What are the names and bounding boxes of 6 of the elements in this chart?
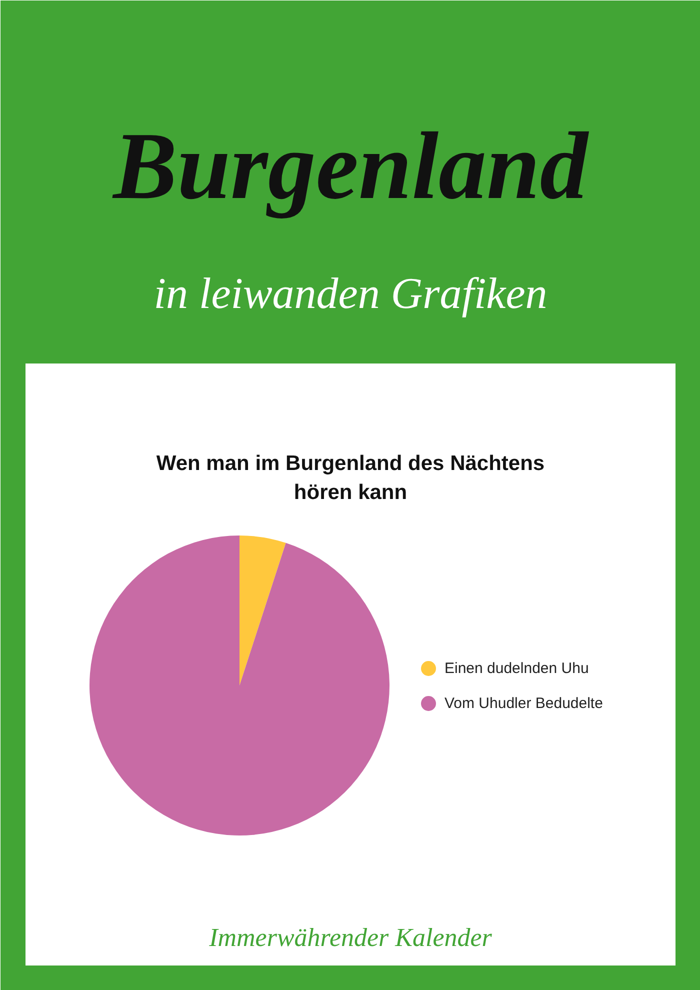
legend-label: Einen dudelnden Uhu xyxy=(444,660,589,677)
legend-label: Vom Uhudler Bedudelte xyxy=(444,695,603,712)
chart-title: Wen man im Burgenland des Nächtens hören kann xyxy=(156,452,545,504)
text: Immerwährender Kalender xyxy=(208,923,493,952)
text: Burgenland xyxy=(112,112,590,219)
text: in leiwanden Grafiken xyxy=(154,269,548,318)
